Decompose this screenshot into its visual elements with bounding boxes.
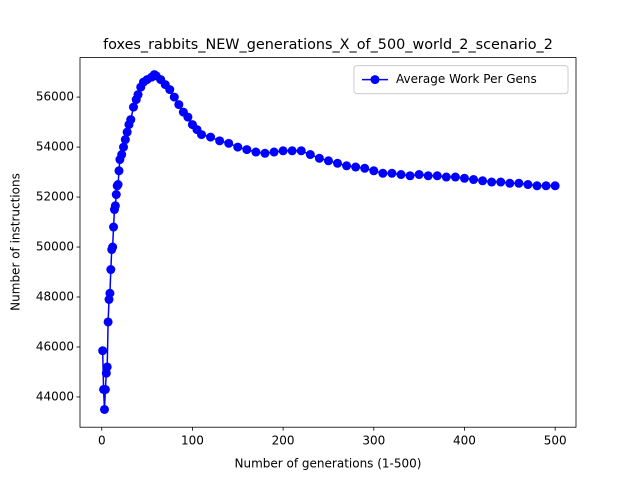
y-tick-label: 44000 <box>36 389 74 403</box>
data-point <box>342 161 352 171</box>
data-point <box>122 127 132 137</box>
data-point <box>174 100 184 110</box>
x-axis-label: Number of generations (1-500) <box>235 457 422 471</box>
data-point <box>278 146 288 156</box>
y-tick-label: 56000 <box>36 90 74 104</box>
x-tick-label: 500 <box>544 434 567 448</box>
data-point <box>396 170 406 180</box>
data-point <box>333 158 343 168</box>
data-point <box>378 168 388 178</box>
y-tick-label: 46000 <box>36 339 74 353</box>
legend-box <box>353 65 569 95</box>
data-point <box>487 177 497 187</box>
data-point <box>314 153 324 163</box>
data-point <box>450 172 460 182</box>
data-point <box>119 142 129 152</box>
data-point <box>99 404 109 414</box>
y-tick-label: 50000 <box>36 240 74 254</box>
plot-frame <box>79 57 577 428</box>
data-point <box>233 142 243 152</box>
y-tick-label: 48000 <box>36 290 74 304</box>
data-point <box>126 115 136 125</box>
data-point <box>323 156 333 166</box>
data-point <box>351 162 361 172</box>
data-point <box>432 171 442 181</box>
data-point <box>269 147 279 157</box>
y-tick-label: 54000 <box>36 140 74 154</box>
legend-label: Average Work Per Gens <box>396 72 537 86</box>
data-point <box>215 136 225 146</box>
legend-marker <box>370 75 380 85</box>
data-point <box>110 201 120 211</box>
data-point <box>169 92 179 102</box>
data-point <box>478 176 488 186</box>
x-tick-label: 300 <box>362 434 385 448</box>
data-point <box>109 222 119 232</box>
data-point <box>369 166 379 176</box>
data-point <box>505 178 515 188</box>
data-point <box>114 166 124 176</box>
data-point <box>423 171 433 181</box>
data-point <box>550 181 560 191</box>
data-point <box>260 148 270 158</box>
data-point <box>120 135 130 145</box>
data-point <box>117 150 127 160</box>
data-point <box>441 172 451 182</box>
data-point <box>387 168 397 178</box>
data-point <box>133 90 143 100</box>
data-point <box>98 346 108 356</box>
data-point <box>103 317 113 327</box>
data-point <box>108 242 118 252</box>
data-point <box>305 150 315 160</box>
data-point <box>523 180 533 190</box>
data-point <box>102 362 112 372</box>
data-point <box>405 171 415 181</box>
x-tick-label: 400 <box>453 434 476 448</box>
data-point <box>414 170 424 180</box>
x-tick-label: 0 <box>98 434 106 448</box>
data-point <box>105 288 115 298</box>
x-tick-label: 200 <box>272 434 295 448</box>
data-point <box>532 181 542 191</box>
data-point <box>251 147 261 157</box>
data-point <box>183 112 193 122</box>
data-point <box>360 163 370 173</box>
y-tick-label: 52000 <box>36 190 74 204</box>
data-point <box>165 85 175 95</box>
data-point <box>541 181 551 191</box>
data-point <box>128 102 138 112</box>
data-point <box>100 384 110 394</box>
data-point <box>469 175 479 185</box>
data-point <box>287 146 297 156</box>
data-point <box>242 145 252 155</box>
chart-title: foxes_rabbits_NEW_generations_X_of_500_w… <box>103 37 553 53</box>
data-point <box>514 178 524 188</box>
data-point <box>113 180 123 190</box>
data-point <box>496 177 506 187</box>
x-tick-label: 100 <box>181 434 204 448</box>
data-point <box>459 173 469 183</box>
data-point <box>224 138 234 148</box>
data-point <box>106 265 116 275</box>
y-axis-label: Number of instructions <box>9 173 23 311</box>
data-point <box>296 146 306 156</box>
data-point <box>206 132 216 142</box>
data-point <box>197 130 207 140</box>
data-point <box>111 190 121 200</box>
